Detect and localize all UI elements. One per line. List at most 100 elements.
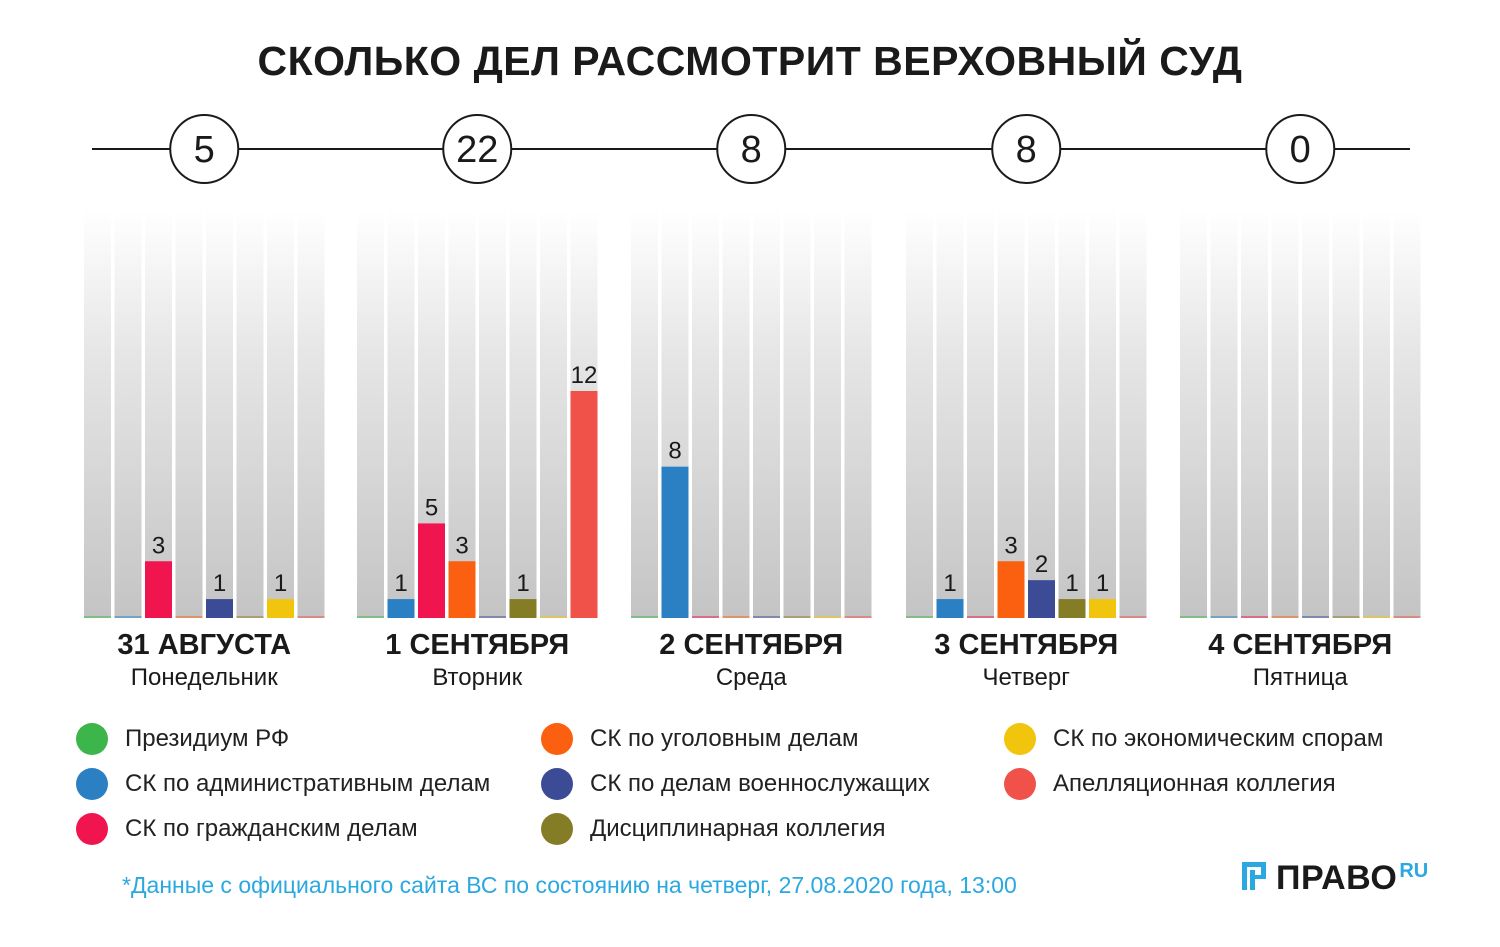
background-column xyxy=(1058,210,1086,618)
bar-zero xyxy=(1210,616,1238,618)
day-total: 0 xyxy=(1290,129,1311,171)
bar-zero xyxy=(297,616,325,618)
total-circle xyxy=(716,114,787,184)
background-column xyxy=(936,210,964,618)
bar xyxy=(936,599,964,618)
bar-value-label: 1 xyxy=(943,570,956,597)
background-column xyxy=(509,210,537,618)
legend-item: Президиум РФ xyxy=(76,723,289,755)
bar xyxy=(387,599,415,618)
background-column xyxy=(206,210,233,618)
date-label: 2 СЕНТЯБРЯ xyxy=(659,629,843,661)
logo-text: ПРАВО xyxy=(1276,859,1398,897)
bar-value-label: 1 xyxy=(274,570,287,597)
legend-item: СК по административным делам xyxy=(76,768,490,800)
background-column xyxy=(783,210,811,618)
weekday-label: Пятница xyxy=(1253,664,1349,691)
legend-item: СК по гражданским делам xyxy=(76,813,418,845)
pravo-ru-logo: ПРАВО RU xyxy=(1240,858,1428,898)
bar-zero xyxy=(1393,616,1421,618)
day-total: 8 xyxy=(1016,129,1037,171)
background-column xyxy=(692,210,719,618)
background-column xyxy=(997,210,1025,618)
date-label: 4 СЕНТЯБРЯ xyxy=(1208,629,1392,661)
bar-zero xyxy=(753,616,780,618)
legend-label: СК по делам военнослужащих xyxy=(590,770,930,797)
legend-item: СК по экономическим спорам xyxy=(1004,723,1383,755)
bar-zero xyxy=(357,616,384,618)
background-column xyxy=(1302,210,1329,618)
legend-item: Дисциплинарная коллегия xyxy=(541,813,886,845)
bar-zero xyxy=(722,616,750,618)
bar-value-label: 3 xyxy=(1004,532,1017,559)
bar-value-label: 1 xyxy=(394,570,407,597)
weekday-label: Четверг xyxy=(983,664,1071,691)
bar-zero xyxy=(114,616,142,618)
bar xyxy=(997,561,1025,618)
bar xyxy=(448,561,476,618)
pravo-logo-icon xyxy=(1242,862,1266,890)
bar-value-label: 8 xyxy=(668,438,681,465)
day-total: 5 xyxy=(194,129,215,171)
bar-value-label: 1 xyxy=(213,570,226,597)
bar xyxy=(1028,580,1055,618)
bar-value-label: 3 xyxy=(455,532,468,559)
background-column xyxy=(1119,210,1147,618)
background-column xyxy=(1241,210,1268,618)
day-total: 22 xyxy=(456,129,498,171)
bar-value-label: 1 xyxy=(1065,570,1078,597)
background-column xyxy=(1089,210,1116,618)
background-column xyxy=(175,210,203,618)
background-column xyxy=(753,210,780,618)
background-column xyxy=(387,210,415,618)
legend-swatch xyxy=(1004,723,1036,755)
bar xyxy=(267,599,294,618)
bar-value-label: 1 xyxy=(1096,570,1109,597)
bar-zero xyxy=(479,616,506,618)
bar-zero xyxy=(844,616,872,618)
bar-zero xyxy=(1332,616,1360,618)
chart-title: СКОЛЬКО ДЕЛ РАССМОТРИТ ВЕРХОВНЫЙ СУД xyxy=(257,38,1243,84)
legend-label: СК по экономическим спорам xyxy=(1053,725,1384,752)
bar-zero xyxy=(906,616,933,618)
bar xyxy=(206,599,233,618)
background-column xyxy=(967,210,994,618)
day-total: 8 xyxy=(741,129,762,171)
bar-zero xyxy=(631,616,658,618)
background-column xyxy=(357,210,384,618)
bar-zero xyxy=(1302,616,1329,618)
background-column xyxy=(906,210,933,618)
weekday-label: Понедельник xyxy=(131,664,278,691)
legend-item: СК по уголовным делам xyxy=(541,723,859,755)
bar-value-label: 3 xyxy=(152,532,165,559)
logo-suffix: RU xyxy=(1399,860,1429,882)
bar-zero xyxy=(1363,616,1390,618)
legend-label: Апелляционная коллегия xyxy=(1053,770,1336,797)
footnote: *Данные с официального сайта ВС по состо… xyxy=(122,872,1017,898)
background-column xyxy=(1393,210,1421,618)
background-column xyxy=(297,210,325,618)
date-label: 31 АВГУСТА xyxy=(117,629,291,661)
legend-swatch xyxy=(76,723,108,755)
background-column xyxy=(1332,210,1360,618)
background-column xyxy=(267,210,294,618)
legend-swatch xyxy=(76,768,108,800)
bar-zero xyxy=(814,616,841,618)
bar xyxy=(509,599,537,618)
legend-swatch xyxy=(541,723,573,755)
total-circle xyxy=(991,114,1062,184)
background-column xyxy=(814,210,841,618)
legend-label: СК по административным делам xyxy=(125,770,491,797)
date-label: 1 СЕНТЯБРЯ xyxy=(385,629,569,661)
background-column xyxy=(114,210,142,618)
bar-zero xyxy=(236,616,264,618)
bar xyxy=(145,561,172,618)
bar-value-label: 12 xyxy=(571,362,598,389)
legend-item: СК по делам военнослужащих xyxy=(541,768,930,800)
bar xyxy=(570,391,598,618)
background-column xyxy=(1271,210,1299,618)
bar-value-label: 5 xyxy=(425,494,438,521)
bar-zero xyxy=(967,616,994,618)
background-column xyxy=(631,210,658,618)
